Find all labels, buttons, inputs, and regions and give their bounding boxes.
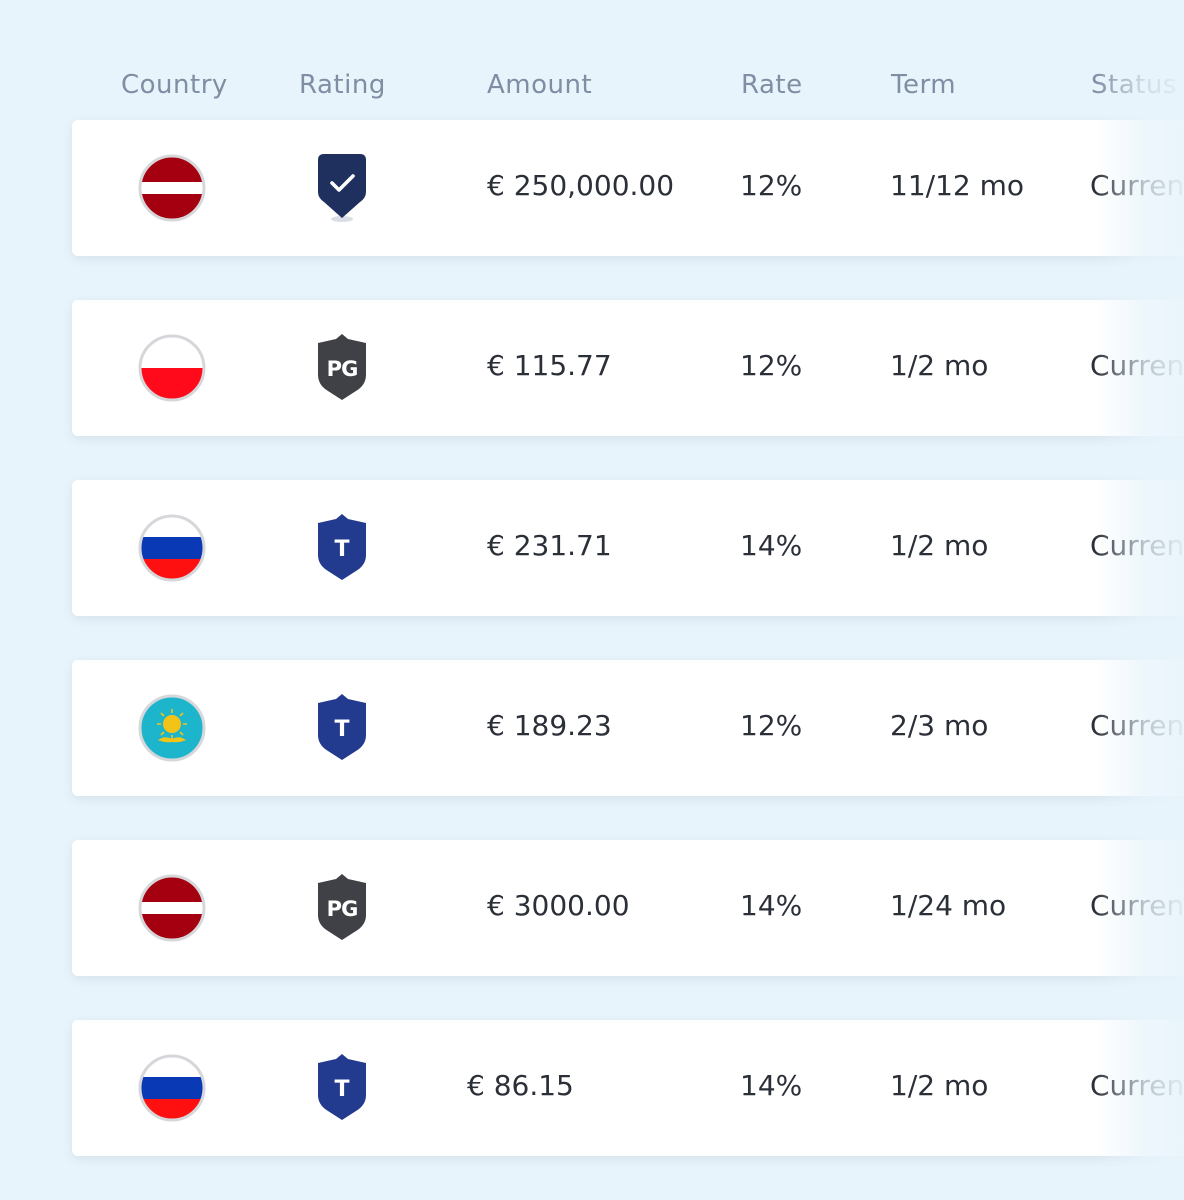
status-value: Current (1090, 889, 1184, 922)
term-value: 11/12 mo (890, 169, 1024, 202)
column-header-country[interactable]: Country (121, 70, 228, 100)
rating-label: PG (327, 897, 358, 921)
term-value: 1/2 mo (890, 349, 989, 382)
pg-shield-icon: PG (318, 334, 366, 400)
amount-value: € 115.77 (487, 349, 612, 382)
column-header-term[interactable]: Term (891, 70, 957, 100)
column-header-rating[interactable]: Rating (299, 70, 386, 100)
status-value: Current (1090, 349, 1184, 382)
russia-flag-icon (138, 514, 206, 582)
rating-label: T (334, 717, 349, 742)
table-row[interactable]: € 250,000.00 12% 11/12 mo Current (72, 120, 1184, 256)
amount-value: € 231.71 (487, 529, 612, 562)
poland-flag-icon (138, 334, 206, 402)
latvia-flag-icon (138, 154, 206, 222)
status-value: Current (1090, 529, 1184, 562)
rate-value: 14% (740, 1069, 803, 1102)
table-row[interactable]: T € 86.15 14% 1/2 mo Current (72, 1020, 1184, 1156)
pg-shield-icon: PG (318, 874, 366, 940)
amount-value: € 250,000.00 (487, 169, 675, 202)
table-header: Country Rating Amount Rate Term Status (0, 70, 1184, 106)
table-row[interactable]: PG € 115.77 12% 1/2 mo Current (72, 300, 1184, 436)
russia-flag-icon (138, 1054, 206, 1122)
kazakhstan-flag-icon (138, 694, 206, 762)
table-row[interactable]: T € 189.23 12% 2/3 mo Current (72, 660, 1184, 796)
rate-value: 14% (740, 889, 803, 922)
latvia-flag-icon (138, 874, 206, 942)
amount-value: € 189.23 (487, 709, 612, 742)
rating-label: T (334, 1077, 349, 1102)
column-header-rate[interactable]: Rate (741, 70, 803, 100)
status-value: Current (1090, 169, 1184, 202)
table-row[interactable]: T € 231.71 14% 1/2 mo Current (72, 480, 1184, 616)
amount-value: € 3000.00 (487, 889, 630, 922)
rating-label: PG (327, 357, 358, 381)
rate-value: 12% (740, 709, 803, 742)
term-value: 1/24 mo (890, 889, 1007, 922)
t-shield-icon: T (318, 514, 366, 580)
term-value: 2/3 mo (890, 709, 989, 742)
rating-label: T (334, 537, 349, 562)
check-shield-icon (318, 154, 366, 222)
column-header-status[interactable]: Status (1091, 70, 1177, 100)
table-row[interactable]: PG € 3000.00 14% 1/24 mo Current (72, 840, 1184, 976)
t-shield-icon: T (318, 1054, 366, 1120)
rate-value: 12% (740, 169, 803, 202)
rate-value: 14% (740, 529, 803, 562)
rate-value: 12% (740, 349, 803, 382)
term-value: 1/2 mo (890, 529, 989, 562)
status-value: Current (1090, 1069, 1184, 1102)
amount-value: € 86.15 (467, 1069, 574, 1102)
term-value: 1/2 mo (890, 1069, 989, 1102)
status-value: Current (1090, 709, 1184, 742)
column-header-amount[interactable]: Amount (487, 70, 593, 100)
t-shield-icon: T (318, 694, 366, 760)
